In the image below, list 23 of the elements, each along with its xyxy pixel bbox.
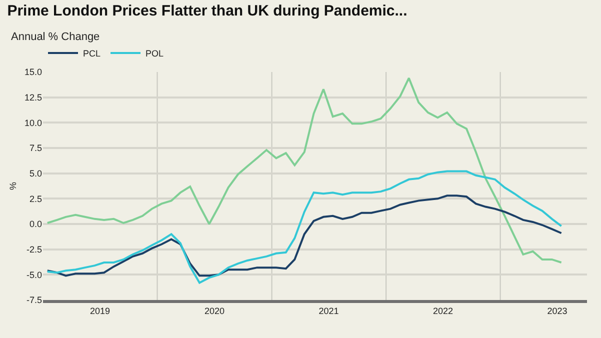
y-tick-label: 5.0 [29,168,42,178]
y-tick-label: 7.5 [29,143,42,154]
y-tick-label: 0.0 [29,219,42,230]
y-tick-label: 15.0 [24,67,42,78]
y-tick-label: 12.5 [24,92,42,102]
x-tick-label: 2022 [433,306,454,316]
y-axis-title: % [8,182,18,190]
legend-label: PCL [83,48,101,58]
x-tick-label: 2021 [318,306,339,316]
x-tick-label: 2020 [204,306,225,316]
y-tick-label: -5.0 [26,270,42,280]
x-tick-label: 2023 [547,306,568,316]
chart-subtitle: Annual % Change [11,31,100,43]
y-tick-label: -2.5 [26,244,42,254]
chart-title: Prime London Prices Flatter than UK during Pandemic... [7,2,408,20]
y-tick-label: 10.0 [24,118,42,128]
y-tick-label: -7.5 [26,295,42,306]
y-tick-label: 2.5 [29,194,42,204]
line-series [46,170,562,284]
legend-label: POL [146,48,164,58]
x-tick-label: 2019 [90,306,110,316]
line-series [46,194,562,277]
line-series [46,77,562,264]
